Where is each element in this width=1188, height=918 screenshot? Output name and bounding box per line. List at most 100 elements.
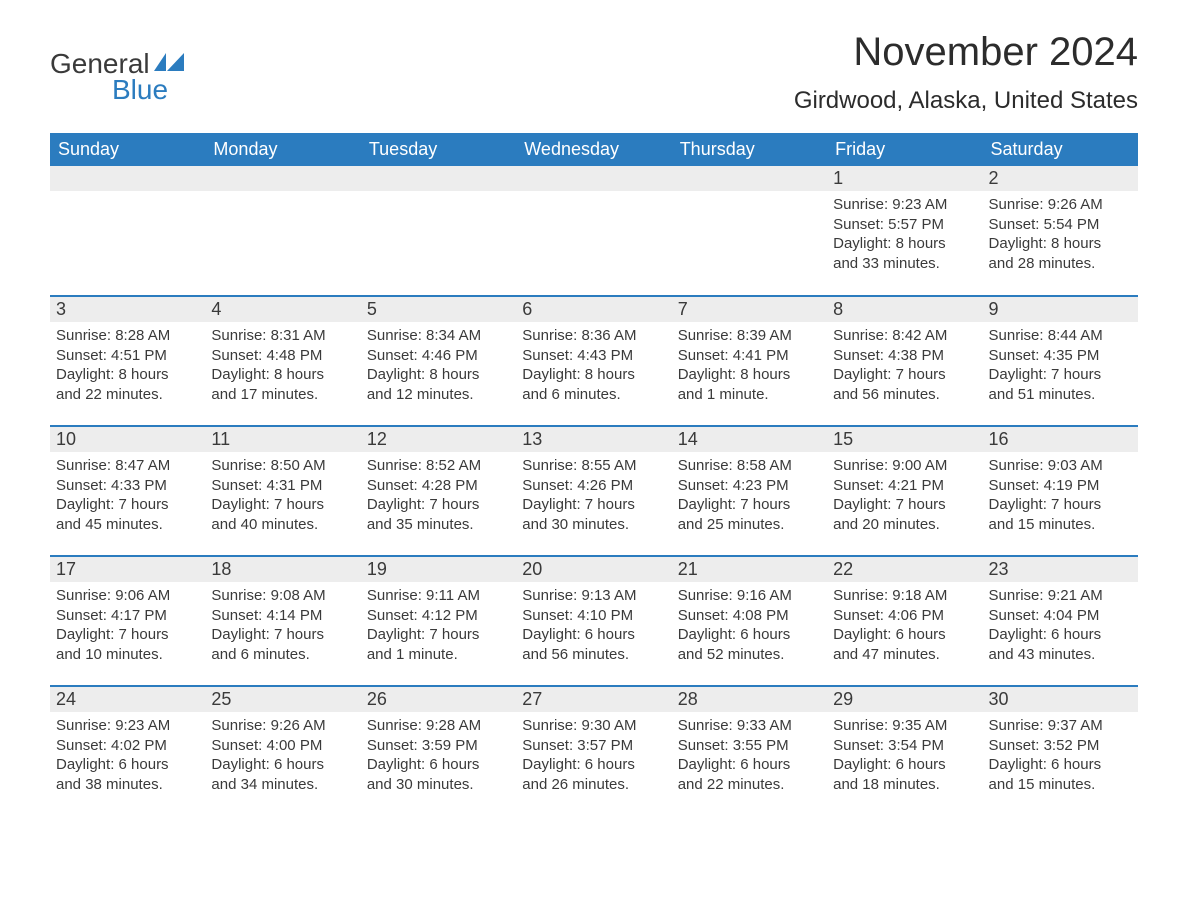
sunset-text: Sunset: 3:59 PM	[367, 736, 510, 756]
day-body: Sunrise: 9:23 AMSunset: 4:02 PMDaylight:…	[50, 712, 205, 800]
day-body: Sunrise: 8:34 AMSunset: 4:46 PMDaylight:…	[361, 322, 516, 410]
day-number: 16	[983, 427, 1138, 452]
day-number: 23	[983, 557, 1138, 582]
daylight-text-2: and 28 minutes.	[989, 254, 1132, 274]
daylight-text-2: and 52 minutes.	[678, 645, 821, 665]
daylight-text-1: Daylight: 8 hours	[989, 234, 1132, 254]
daylight-text-2: and 15 minutes.	[989, 515, 1132, 535]
sunrise-text: Sunrise: 8:42 AM	[833, 326, 976, 346]
empty-day	[516, 166, 671, 191]
day-number: 21	[672, 557, 827, 582]
sunset-text: Sunset: 4:41 PM	[678, 346, 821, 366]
daylight-text-1: Daylight: 6 hours	[522, 755, 665, 775]
sunset-text: Sunset: 4:28 PM	[367, 476, 510, 496]
calendar-day-cell: 2Sunrise: 9:26 AMSunset: 5:54 PMDaylight…	[983, 166, 1138, 296]
sunset-text: Sunset: 4:43 PM	[522, 346, 665, 366]
day-body: Sunrise: 8:55 AMSunset: 4:26 PMDaylight:…	[516, 452, 671, 540]
calendar-day-cell: 21Sunrise: 9:16 AMSunset: 4:08 PMDayligh…	[672, 556, 827, 686]
sunrise-text: Sunrise: 8:34 AM	[367, 326, 510, 346]
calendar-day-cell: 15Sunrise: 9:00 AMSunset: 4:21 PMDayligh…	[827, 426, 982, 556]
daylight-text-1: Daylight: 7 hours	[367, 495, 510, 515]
day-body: Sunrise: 8:36 AMSunset: 4:43 PMDaylight:…	[516, 322, 671, 410]
daylight-text-2: and 26 minutes.	[522, 775, 665, 795]
day-number: 13	[516, 427, 671, 452]
day-body: Sunrise: 9:35 AMSunset: 3:54 PMDaylight:…	[827, 712, 982, 800]
daylight-text-2: and 47 minutes.	[833, 645, 976, 665]
weekday-header: Wednesday	[516, 133, 671, 166]
daylight-text-1: Daylight: 7 hours	[522, 495, 665, 515]
daylight-text-1: Daylight: 7 hours	[211, 625, 354, 645]
daylight-text-1: Daylight: 6 hours	[989, 755, 1132, 775]
sunset-text: Sunset: 4:26 PM	[522, 476, 665, 496]
daylight-text-1: Daylight: 6 hours	[678, 625, 821, 645]
day-number: 4	[205, 297, 360, 322]
daylight-text-1: Daylight: 7 hours	[989, 495, 1132, 515]
sunrise-text: Sunrise: 9:35 AM	[833, 716, 976, 736]
calendar-day-cell	[50, 166, 205, 296]
daylight-text-2: and 30 minutes.	[367, 775, 510, 795]
daylight-text-1: Daylight: 6 hours	[211, 755, 354, 775]
sunset-text: Sunset: 4:06 PM	[833, 606, 976, 626]
sunrise-text: Sunrise: 9:23 AM	[833, 195, 976, 215]
sunrise-text: Sunrise: 9:00 AM	[833, 456, 976, 476]
sunrise-text: Sunrise: 9:21 AM	[989, 586, 1132, 606]
daylight-text-1: Daylight: 8 hours	[211, 365, 354, 385]
day-body: Sunrise: 8:31 AMSunset: 4:48 PMDaylight:…	[205, 322, 360, 410]
sunset-text: Sunset: 4:12 PM	[367, 606, 510, 626]
day-body: Sunrise: 8:44 AMSunset: 4:35 PMDaylight:…	[983, 322, 1138, 410]
empty-day	[50, 166, 205, 191]
day-body: Sunrise: 9:21 AMSunset: 4:04 PMDaylight:…	[983, 582, 1138, 670]
sunrise-text: Sunrise: 9:23 AM	[56, 716, 199, 736]
daylight-text-2: and 30 minutes.	[522, 515, 665, 535]
day-body: Sunrise: 8:58 AMSunset: 4:23 PMDaylight:…	[672, 452, 827, 540]
sunrise-text: Sunrise: 8:44 AM	[989, 326, 1132, 346]
sunrise-text: Sunrise: 8:58 AM	[678, 456, 821, 476]
calendar-day-cell: 20Sunrise: 9:13 AMSunset: 4:10 PMDayligh…	[516, 556, 671, 686]
daylight-text-2: and 34 minutes.	[211, 775, 354, 795]
calendar-day-cell: 8Sunrise: 8:42 AMSunset: 4:38 PMDaylight…	[827, 296, 982, 426]
sunset-text: Sunset: 4:31 PM	[211, 476, 354, 496]
daylight-text-1: Daylight: 7 hours	[833, 365, 976, 385]
day-number: 15	[827, 427, 982, 452]
daylight-text-1: Daylight: 6 hours	[367, 755, 510, 775]
day-number: 11	[205, 427, 360, 452]
sunset-text: Sunset: 3:57 PM	[522, 736, 665, 756]
daylight-text-1: Daylight: 8 hours	[522, 365, 665, 385]
calendar-day-cell: 4Sunrise: 8:31 AMSunset: 4:48 PMDaylight…	[205, 296, 360, 426]
day-body: Sunrise: 9:28 AMSunset: 3:59 PMDaylight:…	[361, 712, 516, 800]
page-title: November 2024	[794, 30, 1138, 75]
sunset-text: Sunset: 5:54 PM	[989, 215, 1132, 235]
logo-word2: Blue	[50, 76, 184, 104]
sunrise-text: Sunrise: 9:18 AM	[833, 586, 976, 606]
weekday-header: Monday	[205, 133, 360, 166]
daylight-text-1: Daylight: 6 hours	[56, 755, 199, 775]
day-number: 17	[50, 557, 205, 582]
calendar-day-cell: 16Sunrise: 9:03 AMSunset: 4:19 PMDayligh…	[983, 426, 1138, 556]
weekday-header: Tuesday	[361, 133, 516, 166]
empty-day	[672, 166, 827, 191]
daylight-text-2: and 56 minutes.	[522, 645, 665, 665]
day-number: 10	[50, 427, 205, 452]
calendar-day-cell: 28Sunrise: 9:33 AMSunset: 3:55 PMDayligh…	[672, 686, 827, 816]
day-body: Sunrise: 9:23 AMSunset: 5:57 PMDaylight:…	[827, 191, 982, 279]
sunset-text: Sunset: 4:51 PM	[56, 346, 199, 366]
calendar-day-cell: 12Sunrise: 8:52 AMSunset: 4:28 PMDayligh…	[361, 426, 516, 556]
weekday-header: Sunday	[50, 133, 205, 166]
calendar-week-row: 1Sunrise: 9:23 AMSunset: 5:57 PMDaylight…	[50, 166, 1138, 296]
sunrise-text: Sunrise: 9:33 AM	[678, 716, 821, 736]
calendar-day-cell: 22Sunrise: 9:18 AMSunset: 4:06 PMDayligh…	[827, 556, 982, 686]
day-number: 20	[516, 557, 671, 582]
day-number: 25	[205, 687, 360, 712]
daylight-text-2: and 6 minutes.	[211, 645, 354, 665]
day-body: Sunrise: 8:52 AMSunset: 4:28 PMDaylight:…	[361, 452, 516, 540]
daylight-text-1: Daylight: 7 hours	[367, 625, 510, 645]
daylight-text-2: and 12 minutes.	[367, 385, 510, 405]
sunrise-text: Sunrise: 8:47 AM	[56, 456, 199, 476]
day-number: 5	[361, 297, 516, 322]
weekday-header-row: Sunday Monday Tuesday Wednesday Thursday…	[50, 133, 1138, 166]
daylight-text-2: and 40 minutes.	[211, 515, 354, 535]
sunrise-text: Sunrise: 9:16 AM	[678, 586, 821, 606]
daylight-text-2: and 25 minutes.	[678, 515, 821, 535]
calendar-week-row: 10Sunrise: 8:47 AMSunset: 4:33 PMDayligh…	[50, 426, 1138, 556]
day-number: 9	[983, 297, 1138, 322]
